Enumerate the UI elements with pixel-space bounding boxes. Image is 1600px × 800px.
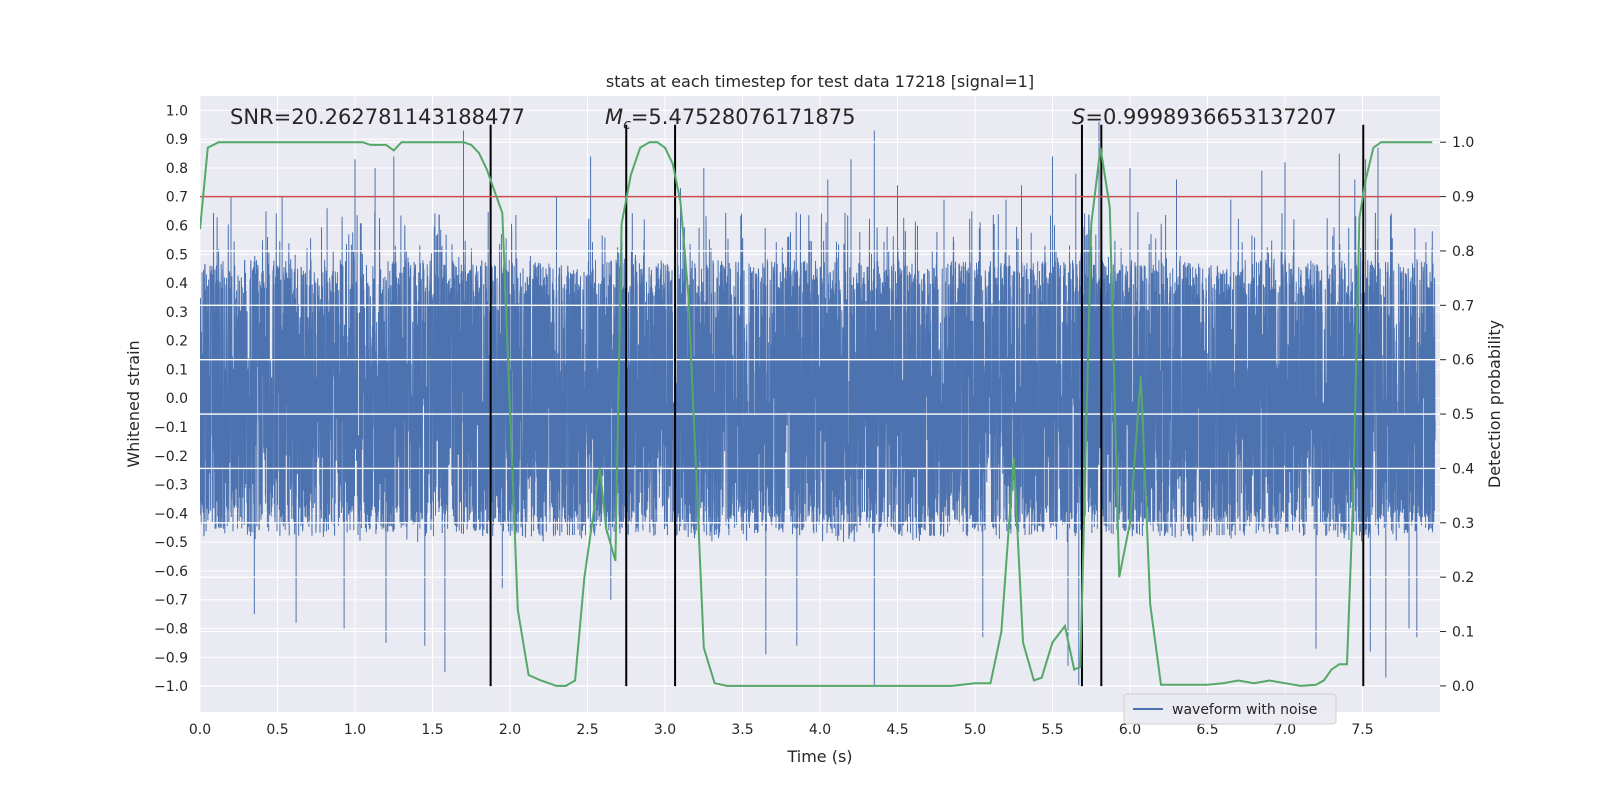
y-left-tick-label: −0.1 bbox=[154, 420, 188, 436]
y-left-tick-label: −0.8 bbox=[154, 622, 188, 638]
y-right-tick-label: 0.0 bbox=[1452, 679, 1474, 695]
y-right-tick-label: 0.4 bbox=[1452, 461, 1474, 477]
probability-series bbox=[200, 141, 1433, 687]
y-left-tick-label: 0.2 bbox=[166, 334, 188, 350]
y-right-tick-label: 0.9 bbox=[1452, 190, 1474, 206]
mc-symbol: M bbox=[605, 105, 623, 129]
mc-subscript: c bbox=[623, 117, 631, 133]
y-right-tick-label: 0.5 bbox=[1452, 407, 1474, 423]
x-tick-label: 1.0 bbox=[344, 722, 366, 738]
x-tick-label: 6.0 bbox=[1119, 722, 1141, 738]
x-tick-label: 7.5 bbox=[1351, 722, 1373, 738]
x-tick-label: 3.5 bbox=[731, 722, 753, 738]
y-right-tick-label: 1.0 bbox=[1452, 135, 1474, 151]
y-right-axis-label: Detection probability bbox=[1485, 320, 1504, 488]
y-right-tick-label: 0.8 bbox=[1452, 244, 1474, 260]
chart-title: stats at each timestep for test data 172… bbox=[606, 72, 1034, 91]
x-tick-label: 4.0 bbox=[809, 722, 831, 738]
y-right-tick-label: 0.7 bbox=[1452, 298, 1474, 314]
x-tick-label: 4.5 bbox=[886, 722, 908, 738]
y-left-tick-label: 0.6 bbox=[166, 219, 188, 235]
x-tick-labels: 0.0 0.5 1.0 1.5 2.0 2.5 3.0 3.5 4.0 4.5 5.0 5.5 6.0 6… bbox=[189, 722, 1374, 738]
y-left-tick-label: 0.4 bbox=[166, 276, 188, 292]
chirp-mass-annotation: Mc=5.47528076171875 bbox=[605, 105, 856, 133]
x-tick-label: 2.0 bbox=[499, 722, 521, 738]
legend: waveform with noise bbox=[1123, 693, 1337, 725]
x-tick-label: 7.0 bbox=[1274, 722, 1296, 738]
y-left-tick-label: −1.0 bbox=[154, 679, 188, 695]
legend-waveform-label: waveform with noise bbox=[1172, 702, 1317, 718]
vertical-markers bbox=[489, 124, 1365, 687]
y-left-tick-labels: 1.0 0.9 0.8 0.7 0.6 0.5 0.4 0.3 0.2 0.1 0.0 −0.1 −0.… bbox=[154, 103, 188, 695]
s-annotation: S=0.9998936653137207 bbox=[1072, 105, 1337, 129]
y-right-tick-label: 0.6 bbox=[1452, 353, 1474, 369]
y-left-tick-label: 1.0 bbox=[166, 103, 188, 119]
y-left-tick-label: −0.4 bbox=[154, 506, 188, 522]
y-right-tick-label: 0.1 bbox=[1452, 625, 1474, 641]
s-symbol: S bbox=[1072, 105, 1085, 129]
y-right-tick-labels: 1.0 0.9 0.8 0.7 0.6 0.5 0.4 0.3 0.2 0.1 0.0 bbox=[1440, 135, 1474, 695]
y-left-tick-label: −0.3 bbox=[154, 478, 188, 494]
y-left-tick-label: 0.3 bbox=[166, 305, 188, 321]
x-tick-label: 3.0 bbox=[654, 722, 676, 738]
y-left-tick-label: −0.9 bbox=[154, 650, 188, 666]
x-tick-label: 0.5 bbox=[266, 722, 288, 738]
y-left-tick-label: −0.7 bbox=[154, 593, 188, 609]
y-left-tick-label: 0.8 bbox=[166, 161, 188, 177]
y-left-tick-label: 0.0 bbox=[166, 391, 188, 407]
x-tick-label: 5.5 bbox=[1041, 722, 1063, 738]
y-left-tick-label: 0.9 bbox=[166, 132, 188, 148]
legend-box bbox=[1123, 693, 1337, 725]
s-value: =0.9998936653137207 bbox=[1085, 105, 1336, 129]
y-right-tick-label: 0.3 bbox=[1452, 516, 1474, 532]
waveform-series bbox=[200, 121, 1436, 687]
x-axis-label: Time (s) bbox=[786, 747, 852, 766]
y-left-tick-label: 0.5 bbox=[166, 247, 188, 263]
x-tick-label: 2.5 bbox=[576, 722, 598, 738]
mc-value: =5.47528076171875 bbox=[631, 105, 856, 129]
x-tick-label: 5.0 bbox=[964, 722, 986, 738]
x-tick-label: 6.5 bbox=[1196, 722, 1218, 738]
snr-annotation: SNR=20.262781143188477 bbox=[230, 105, 525, 129]
y-left-axis-label: Whitened strain bbox=[124, 340, 143, 467]
y-left-tick-label: −0.6 bbox=[154, 564, 188, 580]
y-right-tick-label: 0.2 bbox=[1452, 570, 1474, 586]
y-left-tick-label: 0.7 bbox=[166, 190, 188, 206]
x-tick-label: 0.0 bbox=[189, 722, 211, 738]
y-left-tick-label: −0.2 bbox=[154, 449, 188, 465]
y-left-tick-label: 0.1 bbox=[166, 362, 188, 378]
x-tick-label: 1.5 bbox=[421, 722, 443, 738]
y-left-tick-label: −0.5 bbox=[154, 535, 188, 551]
